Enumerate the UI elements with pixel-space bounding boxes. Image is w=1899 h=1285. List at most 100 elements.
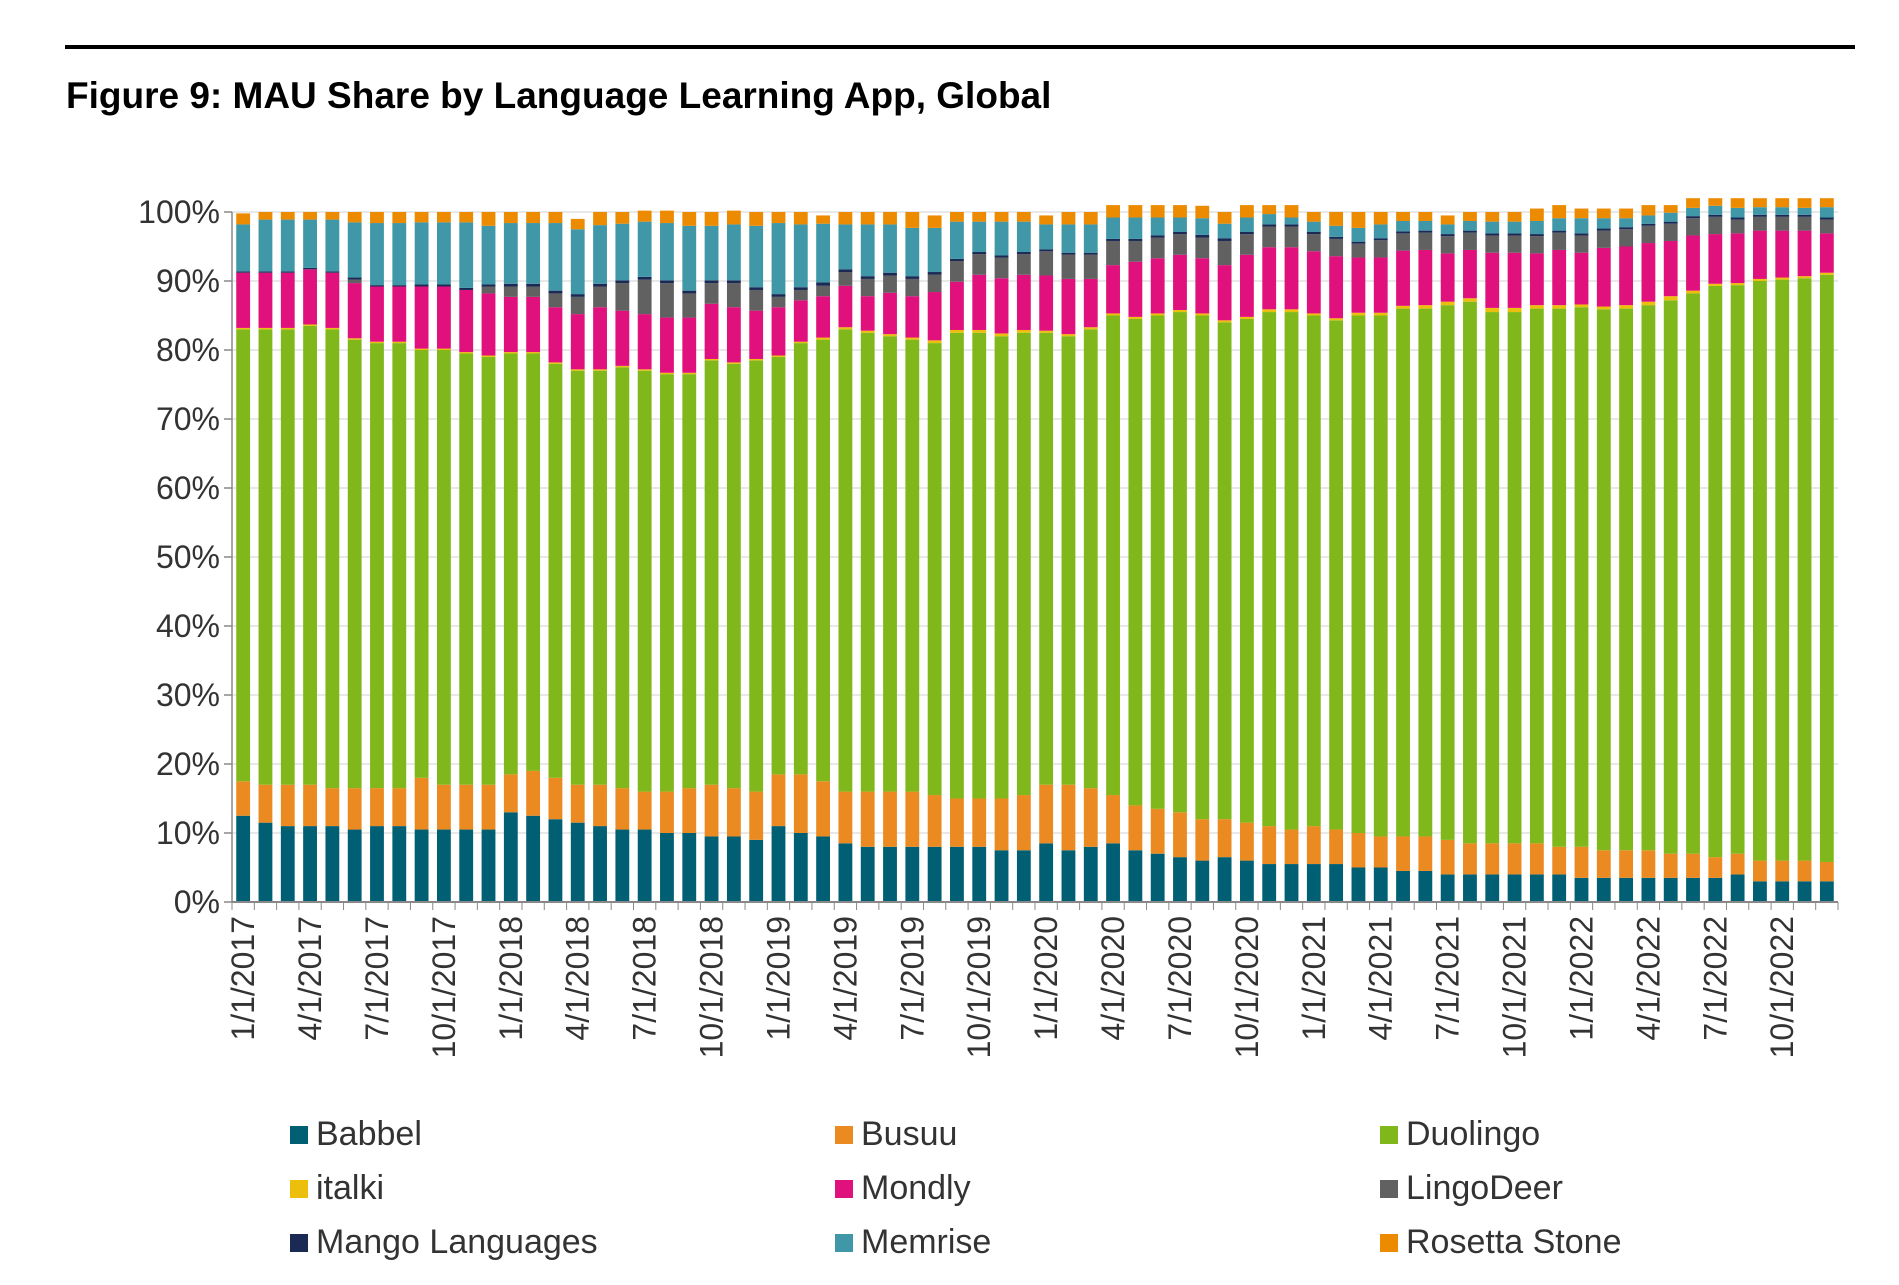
bar-segment-duolingo	[593, 370, 607, 785]
bar-segment-busuu	[1507, 843, 1522, 875]
bar-segment-mango-languages	[972, 252, 987, 255]
bar-segment-rosetta-stone	[726, 210, 741, 225]
x-tick-label: 10/1/2021	[1497, 916, 1533, 1058]
legend: Babbel Busuu Duolingo italki Mondly LingoDeer…	[290, 1115, 1790, 1285]
bar-segment-lingodeer	[1351, 243, 1366, 258]
bar-segment-lingodeer	[771, 296, 786, 308]
bar-segment-mango-languages	[1775, 214, 1790, 217]
bar-segment-babbel	[459, 829, 474, 902]
bar-segment-duolingo	[637, 370, 652, 792]
bar-segment-mondly	[860, 296, 875, 331]
bar-segment-busuu	[838, 791, 853, 844]
bar-segment-mondly	[1083, 278, 1098, 328]
bar-segment-memrise	[1730, 207, 1745, 218]
bar-segment-babbel	[1641, 877, 1656, 902]
bar-segment-babbel	[950, 846, 964, 902]
bar-segment-busuu	[1150, 808, 1165, 854]
bar-segment-lingodeer	[570, 296, 585, 315]
legend-label: Memrise	[861, 1223, 992, 1261]
bar-segment-busuu	[1775, 860, 1790, 882]
bar-segment-italki	[570, 369, 585, 371]
bar-segment-italki	[1663, 296, 1678, 301]
bar-segment-babbel	[1262, 864, 1277, 902]
bar-segment-busuu	[1239, 822, 1254, 861]
bar-segment-duolingo	[905, 339, 920, 792]
bar-segment-italki	[637, 369, 652, 371]
bar-segment-mango-languages	[1039, 249, 1054, 252]
bar-segment-rosetta-stone	[1708, 198, 1723, 206]
legend-swatch	[290, 1125, 308, 1144]
bar-segment-memrise	[816, 223, 831, 283]
bar-segment-rosetta-stone	[660, 210, 674, 224]
bar-segment-babbel	[883, 846, 897, 902]
bar-segment-mondly	[280, 272, 295, 328]
bar-segment-duolingo	[1730, 285, 1745, 854]
bar-segment-busuu	[860, 791, 875, 847]
bar-segment-rosetta-stone	[1083, 212, 1098, 225]
bar-segment-mondly	[1173, 254, 1187, 310]
legend-item-memrise: Memrise	[835, 1223, 991, 1262]
bar-segment-duolingo	[459, 353, 474, 785]
bar-segment-rosetta-stone	[1819, 198, 1834, 208]
bar-segment-rosetta-stone	[548, 212, 563, 224]
bar-segment-mango-languages	[1217, 238, 1232, 241]
bar-segment-rosetta-stone	[236, 213, 251, 225]
bar-segment-lingodeer	[749, 289, 764, 311]
bar-segment-memrise	[1329, 225, 1344, 237]
bar-segment-mango-languages	[1061, 252, 1076, 255]
bar-segment-duolingo	[860, 332, 875, 792]
x-tick-label: 7/1/2019	[894, 916, 930, 1041]
y-tick-label: 0%	[174, 884, 220, 920]
bar-segment-mondly	[1128, 261, 1143, 317]
legend-swatch	[835, 1179, 853, 1198]
bar-segment-lingodeer	[972, 254, 987, 275]
bar-segment-babbel	[1217, 857, 1232, 902]
bar-segment-memrise	[1150, 217, 1165, 236]
bar-segment-lingodeer	[927, 274, 942, 293]
bar-segment-lingodeer	[883, 275, 897, 293]
bar-segment-babbel	[1106, 843, 1120, 902]
bar-segment-mondly	[1753, 230, 1767, 279]
bar-segment-italki	[1373, 312, 1388, 316]
bar-segment-lingodeer	[1284, 226, 1299, 248]
bar-segment-lingodeer	[1775, 216, 1790, 231]
bar-segment-rosetta-stone	[570, 218, 585, 230]
bar-segment-lingodeer	[950, 260, 964, 282]
bar-segment-rosetta-stone	[481, 212, 496, 226]
y-tick-label: 20%	[156, 746, 220, 782]
bar-segment-memrise	[1306, 221, 1321, 233]
bar-segment-babbel	[1306, 864, 1321, 902]
bar-segment-mondly	[1306, 251, 1321, 314]
legend-item-duolingo: Duolingo	[1380, 1115, 1540, 1154]
bar-segment-rosetta-stone	[1775, 198, 1790, 208]
bar-segment-memrise	[1217, 223, 1232, 239]
bar-segment-lingodeer	[1083, 254, 1098, 279]
bar-segment-memrise	[1775, 207, 1790, 215]
bar-segment-mango-languages	[994, 255, 1009, 258]
bar-segment-duolingo	[972, 332, 987, 799]
bar-segment-mondly	[1284, 247, 1299, 310]
legend-label: Mango Languages	[316, 1223, 598, 1261]
bar-segment-mondly	[593, 307, 607, 370]
bar-segment-lingodeer	[860, 278, 875, 297]
bar-segment-duolingo	[950, 332, 964, 799]
bar-segment-lingodeer	[1619, 229, 1634, 247]
bar-segment-babbel	[816, 836, 831, 902]
bar-segment-busuu	[548, 777, 563, 820]
bar-segment-duolingo	[1083, 329, 1098, 789]
bar-segment-memrise	[972, 221, 987, 253]
bar-segment-mondly	[1396, 250, 1410, 306]
legend-label: LingoDeer	[1406, 1169, 1563, 1207]
bar-segment-babbel	[1797, 881, 1812, 902]
bar-segment-duolingo	[749, 360, 764, 792]
bar-segment-italki	[927, 340, 942, 344]
bar-segment-mondly	[1418, 249, 1433, 306]
legend-label: Duolingo	[1406, 1115, 1541, 1153]
bar-segment-rosetta-stone	[1039, 215, 1054, 225]
bar-segment-babbel	[1552, 874, 1567, 902]
x-tick-label: 10/1/2017	[426, 916, 462, 1058]
bar-segment-babbel	[972, 846, 987, 902]
bar-segment-memrise	[1463, 220, 1477, 231]
bar-segment-mango-languages	[280, 271, 295, 273]
bar-segment-mondly	[1150, 258, 1165, 314]
